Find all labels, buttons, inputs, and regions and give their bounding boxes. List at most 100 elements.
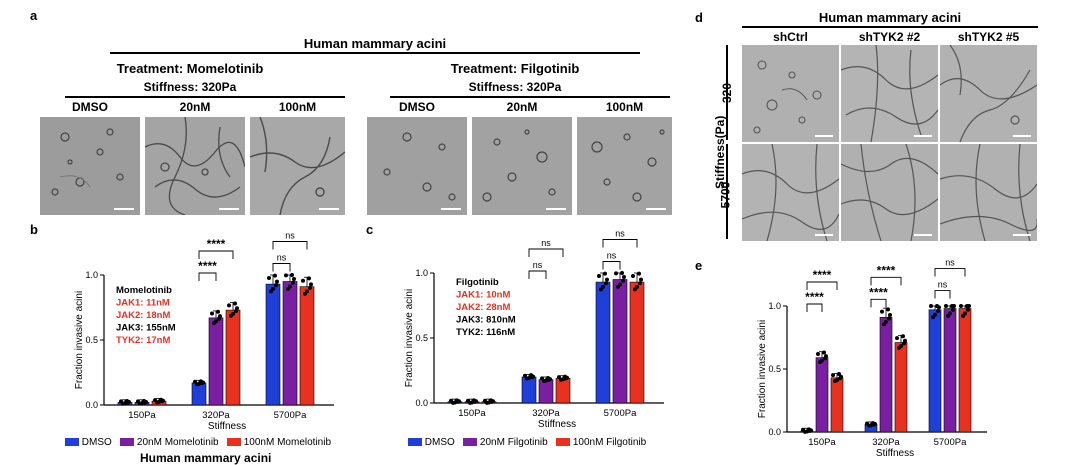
data-point bbox=[547, 377, 551, 382]
legend-label: 20nM Momelotinib bbox=[136, 437, 219, 448]
data-point bbox=[639, 277, 643, 282]
micrograph-filgotinib-20nm bbox=[472, 117, 572, 215]
data-point bbox=[931, 315, 935, 320]
data-point bbox=[559, 377, 563, 382]
data-point bbox=[622, 275, 626, 280]
panel-label-d: d bbox=[695, 10, 703, 25]
data-point bbox=[303, 291, 307, 296]
micrograph-momelotinib-20nm bbox=[145, 117, 245, 215]
data-point bbox=[523, 373, 527, 378]
ic50-annotation: JAK3: 810nM bbox=[456, 315, 516, 326]
panel-a-title-rule bbox=[110, 52, 640, 54]
bar bbox=[555, 378, 571, 404]
x-tick-label: 320Pa bbox=[532, 408, 560, 419]
x-tick-label: 5700Pa bbox=[934, 437, 967, 448]
data-point bbox=[599, 287, 603, 292]
panel-a-col-20nm-2: 20nM bbox=[506, 100, 538, 114]
y-axis-label: Fraction invasive acini bbox=[404, 289, 415, 387]
data-point bbox=[273, 273, 277, 278]
significance-bracket bbox=[934, 268, 966, 277]
data-point bbox=[284, 273, 288, 278]
significance-label: ns bbox=[285, 231, 295, 241]
scale-bar bbox=[914, 234, 932, 236]
panel-a-col-dmso-2: DMSO bbox=[399, 100, 435, 114]
panel-d-row-axis-label: Stiffness(Pa) bbox=[713, 115, 727, 189]
bar bbox=[879, 317, 893, 433]
ic50-annotation: JAK1: 11nM bbox=[116, 298, 170, 309]
legend-label: 100nM Momelotinib bbox=[243, 437, 332, 448]
data-point bbox=[822, 350, 826, 355]
y-tick-label: 0.5 bbox=[85, 335, 98, 345]
bar bbox=[958, 308, 972, 433]
significance-label: ns bbox=[945, 258, 955, 268]
data-point bbox=[456, 399, 460, 404]
data-point bbox=[212, 321, 216, 326]
micrograph-shtyk2-2-5700 bbox=[841, 144, 938, 241]
data-point bbox=[451, 400, 455, 405]
bar bbox=[521, 376, 537, 404]
legend-label: DMSO bbox=[424, 437, 455, 448]
bar bbox=[815, 357, 829, 433]
panel-d-col-shtyk2-2: shTYK2 #2 bbox=[858, 30, 921, 44]
panel-d-row-rule-5700 bbox=[726, 144, 728, 239]
data-point bbox=[160, 399, 164, 404]
significance-label: ns bbox=[277, 253, 287, 263]
panel-a-group-rule-1 bbox=[65, 96, 345, 98]
data-point bbox=[886, 307, 890, 312]
panel-a-treatment-2: Treatment: Filgotinib bbox=[450, 61, 580, 76]
data-point bbox=[121, 401, 125, 406]
panel-label-b: b bbox=[30, 222, 38, 237]
y-tick-label: 0.0 bbox=[415, 398, 428, 408]
ic50-annotation: TYK2: 17nM bbox=[116, 335, 170, 346]
ic50-annotation: JAK3: 155nM bbox=[116, 323, 176, 334]
data-point bbox=[195, 382, 199, 387]
bar bbox=[191, 382, 207, 406]
bar bbox=[299, 286, 315, 406]
y-tick-label: 0.0 bbox=[768, 427, 781, 437]
significance-label: **** bbox=[207, 237, 226, 251]
data-point bbox=[614, 271, 618, 276]
data-point bbox=[227, 303, 231, 308]
data-point bbox=[216, 309, 220, 314]
micrograph-shtyk2-5-320 bbox=[940, 45, 1037, 142]
legend-swatch-100nm bbox=[226, 438, 241, 447]
panel-a-stiffness-1: Stiffness: 320Pa bbox=[143, 80, 237, 94]
data-point bbox=[901, 334, 905, 339]
panel-a-stiffness-2: Stiffness: 320Pa bbox=[468, 80, 562, 94]
significance-bracket bbox=[272, 241, 308, 250]
data-point bbox=[936, 309, 940, 314]
y-axis-label: Fraction invasive acini bbox=[74, 291, 85, 389]
data-point bbox=[597, 274, 601, 279]
footer-cutoff-title: Human mammary acini bbox=[140, 451, 272, 465]
bar bbox=[538, 379, 554, 404]
data-point bbox=[833, 379, 837, 384]
panel-label-e: e bbox=[695, 258, 703, 273]
x-tick-label: 320Pa bbox=[872, 437, 900, 448]
data-point bbox=[966, 307, 970, 312]
significance-bracket bbox=[198, 250, 234, 259]
micrograph-momelotinib-dmso bbox=[40, 117, 140, 215]
ic50-annotation: JAK2: 18nM bbox=[116, 310, 170, 321]
data-point bbox=[620, 271, 624, 275]
data-point bbox=[138, 401, 142, 406]
data-point bbox=[882, 322, 886, 327]
data-point bbox=[485, 400, 489, 405]
significance-label: ns bbox=[938, 280, 948, 290]
data-point bbox=[838, 376, 842, 381]
data-point bbox=[275, 279, 279, 284]
data-point bbox=[143, 400, 147, 405]
legend-swatch-dmso bbox=[408, 438, 422, 447]
significance-bracket bbox=[806, 303, 823, 312]
data-point bbox=[944, 304, 948, 308]
data-point bbox=[831, 373, 835, 378]
data-point bbox=[229, 313, 233, 318]
data-point bbox=[951, 307, 955, 312]
data-point bbox=[880, 309, 884, 314]
bar bbox=[629, 281, 645, 404]
micrograph-shctrl-5700 bbox=[742, 144, 839, 241]
micrograph-shtyk2-2-320 bbox=[841, 45, 938, 142]
data-point bbox=[621, 278, 625, 283]
bar bbox=[595, 281, 611, 404]
panel-d-title: Human mammary acini bbox=[818, 10, 962, 25]
bar bbox=[282, 281, 298, 406]
